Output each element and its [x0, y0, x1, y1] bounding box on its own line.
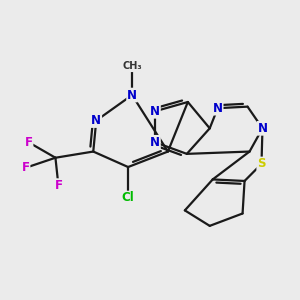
Text: N: N [150, 105, 160, 118]
Text: Cl: Cl [122, 191, 134, 205]
Text: N: N [150, 136, 160, 149]
Text: N: N [213, 102, 223, 115]
Text: F: F [25, 136, 33, 149]
Text: S: S [257, 158, 266, 170]
Text: N: N [127, 88, 137, 101]
Text: F: F [54, 179, 62, 192]
Text: N: N [257, 122, 268, 135]
Text: F: F [22, 161, 30, 174]
Text: N: N [91, 114, 101, 127]
Text: CH₃: CH₃ [122, 61, 142, 71]
